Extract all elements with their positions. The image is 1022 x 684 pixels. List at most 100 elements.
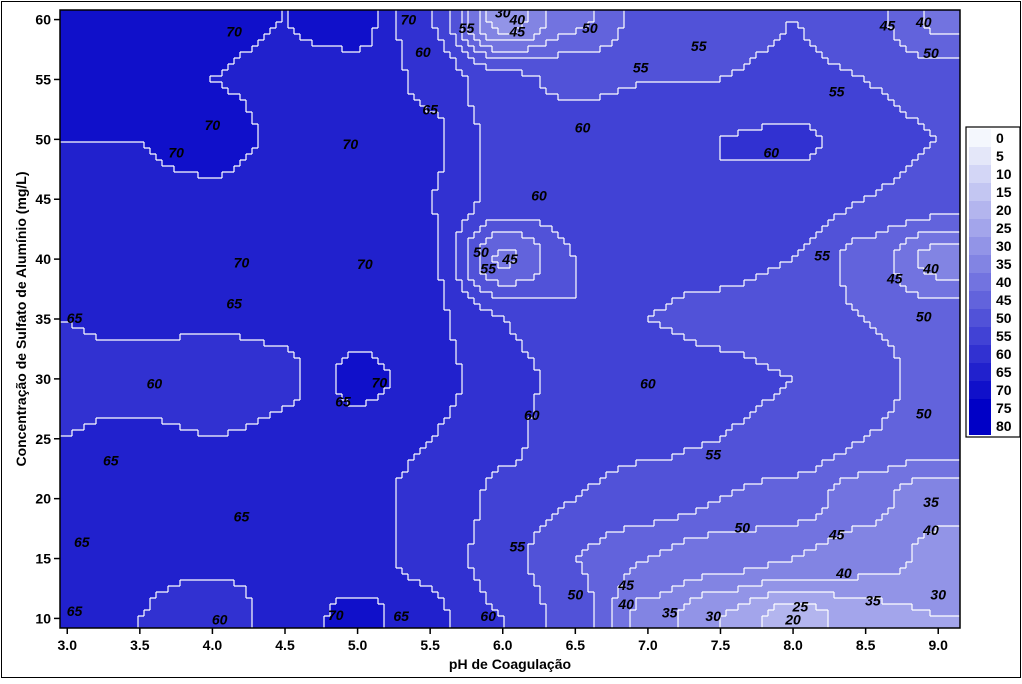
contour-band-cell [384, 364, 463, 371]
contour-band-cell [780, 388, 901, 395]
contour-band-cell [624, 574, 703, 581]
contour-band-cell [594, 592, 619, 599]
contour-band-cell [534, 274, 577, 281]
contour-band-cell [618, 28, 787, 35]
contour-band-cell [618, 592, 661, 599]
contour-band-cell [60, 496, 397, 503]
contour-band-cell [450, 328, 511, 335]
contour-band-cell [468, 550, 529, 557]
contour-band-cell [96, 418, 163, 425]
contour-band-cell [558, 508, 697, 515]
contour-band-cell [240, 160, 445, 167]
y-tick-label: 15 [35, 551, 51, 567]
contour-band-cell [540, 388, 781, 395]
contour-band-cell [468, 214, 835, 221]
contour-band-cell [888, 412, 960, 419]
contour-band-cell [426, 106, 475, 113]
contour-band-cell [876, 328, 960, 335]
contour-band-cell [300, 394, 343, 401]
contour-band-cell [60, 286, 445, 293]
contour-band-cell [486, 52, 559, 59]
contour-band-cell [786, 22, 799, 29]
contour-label-layer: 70 70 70 70 70 70 65 65 60 70 65 65 65 65 65 60 70 65 70 60… [67, 10, 946, 628]
legend-swatch [969, 291, 991, 309]
contour-band-cell [60, 406, 283, 413]
legend-label: 0 [996, 130, 1004, 146]
legend-label: 30 [996, 238, 1012, 254]
contour-band-cell [930, 214, 960, 221]
contour-band-cell [876, 520, 960, 527]
contour-band-cell [438, 592, 487, 599]
contour-band-cell [486, 16, 529, 23]
contour-band-cell [144, 142, 259, 149]
contour-band-cell [246, 154, 445, 161]
contour-band-cell [396, 484, 487, 491]
contour-band-cell [60, 442, 427, 449]
contour-band-cell [60, 160, 163, 167]
contour-label: 60 [212, 612, 228, 628]
contour-band-cell [516, 460, 637, 467]
contour-label: 50 [582, 20, 598, 36]
contour-band-cell [834, 214, 931, 221]
contour-band-cell [438, 244, 457, 251]
contour-band-cell [540, 220, 829, 227]
contour-band-cell [252, 112, 439, 119]
contour-band-cell [576, 28, 619, 35]
contour-label: 30 [930, 586, 946, 602]
contour-label: 70 [401, 12, 417, 28]
contour-band-cell [60, 148, 151, 155]
contour-band-cell [522, 448, 685, 455]
contour-band-cell [468, 250, 481, 257]
contour-band-cell [906, 112, 960, 119]
contour-band-cell [378, 10, 397, 17]
contour-band-cell [534, 238, 565, 245]
contour-band-cell [918, 538, 960, 545]
contour-band-cell [840, 256, 895, 263]
contour-band-cell [456, 40, 469, 47]
contour-band-cell [450, 28, 463, 35]
contour-band-cell [432, 436, 529, 443]
contour-band-cell [888, 16, 925, 23]
contour-band-cell [924, 10, 960, 17]
contour-band-cell [444, 46, 463, 53]
contour-band-cell [60, 208, 433, 215]
contour-band-cell [234, 58, 403, 65]
contour-band-cell [294, 400, 349, 407]
contour-band-cell [252, 622, 325, 628]
contour-band-cell [804, 28, 895, 35]
contour-band-cell [396, 34, 439, 41]
contour-band-cell [894, 352, 960, 359]
contour-band-cell [486, 64, 745, 71]
contour-band-cell [60, 412, 271, 419]
contour-band-cell [936, 526, 960, 533]
contour-band-cell [702, 442, 853, 449]
contour-band-cell [546, 622, 595, 628]
contour-band-cell [516, 28, 541, 35]
contour-label: 40 [922, 522, 939, 538]
legend-label: 15 [996, 184, 1012, 200]
contour-band-cell [588, 22, 625, 29]
contour-band-cell [414, 454, 523, 461]
contour-band-cell [822, 142, 931, 149]
contour-band-cell [924, 22, 960, 29]
contour-band-cell [438, 430, 529, 437]
contour-band-cell [648, 556, 793, 563]
contour-band-cell [60, 268, 439, 275]
contour-band-cell [396, 538, 475, 545]
contour-band-cell [528, 544, 589, 551]
contour-band-cell [60, 514, 397, 521]
contour-band-cell [300, 34, 373, 41]
contour-band-cell [522, 22, 547, 29]
contour-band-cell [720, 136, 823, 143]
contour-label: 35 [865, 592, 881, 608]
contour-band-cell [924, 532, 960, 539]
contour-band-cell [396, 22, 433, 29]
contour-band-cell [900, 172, 960, 179]
contour-band-cell [600, 538, 685, 545]
contour-band-cell [228, 430, 439, 437]
contour-band-cell [492, 310, 655, 317]
legend-swatch [969, 147, 991, 165]
contour-band-cell [618, 586, 673, 593]
contour-band-cell [768, 364, 901, 371]
contour-band-cell [534, 394, 775, 401]
